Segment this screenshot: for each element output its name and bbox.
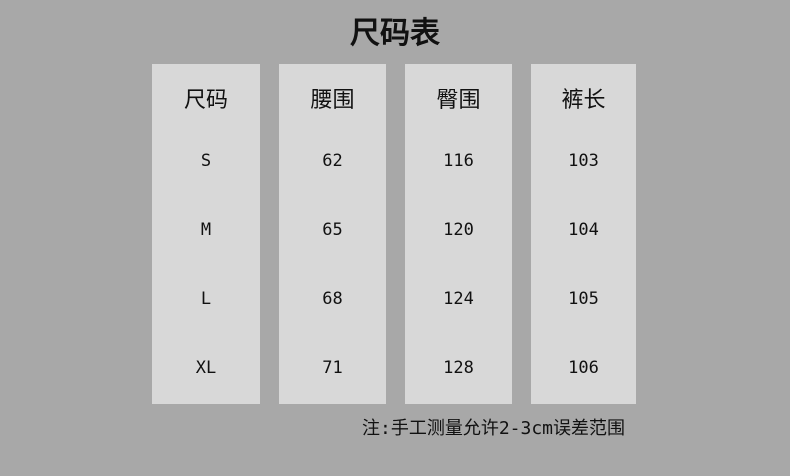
table-cell: 71: [322, 358, 343, 378]
page-title: 尺码表: [350, 16, 440, 51]
table-cell: 128: [443, 358, 474, 378]
table-cell: 103: [568, 151, 599, 171]
waist-column: 腰围 62 65 68 71: [279, 64, 386, 404]
table-cell: M: [200, 220, 212, 240]
table-cell: 106: [568, 358, 599, 378]
column-header: 臀围: [436, 88, 481, 113]
table-cell: 105: [568, 289, 599, 309]
column-header: 尺码: [183, 88, 228, 113]
table-cell: 104: [568, 220, 599, 240]
table-cell: 124: [443, 289, 474, 309]
table-cell: L: [200, 289, 212, 309]
size-column: 尺码 S M L XL: [152, 64, 260, 404]
table-cell: XL: [195, 358, 217, 378]
table-cell: 62: [322, 151, 343, 171]
measurement-note: 注:手工测量允许2-3cm误差范围: [362, 418, 626, 439]
hip-column: 臀围 116 120 124 128: [405, 64, 512, 404]
table-cell: 116: [443, 151, 474, 171]
table-cell: 65: [322, 220, 343, 240]
table-cell: S: [200, 151, 212, 171]
column-header: 腰围: [310, 88, 355, 113]
length-column: 裤长 103 104 105 106: [531, 64, 636, 404]
column-header: 裤长: [561, 88, 606, 113]
table-cell: 68: [322, 289, 343, 309]
table-cell: 120: [443, 220, 474, 240]
